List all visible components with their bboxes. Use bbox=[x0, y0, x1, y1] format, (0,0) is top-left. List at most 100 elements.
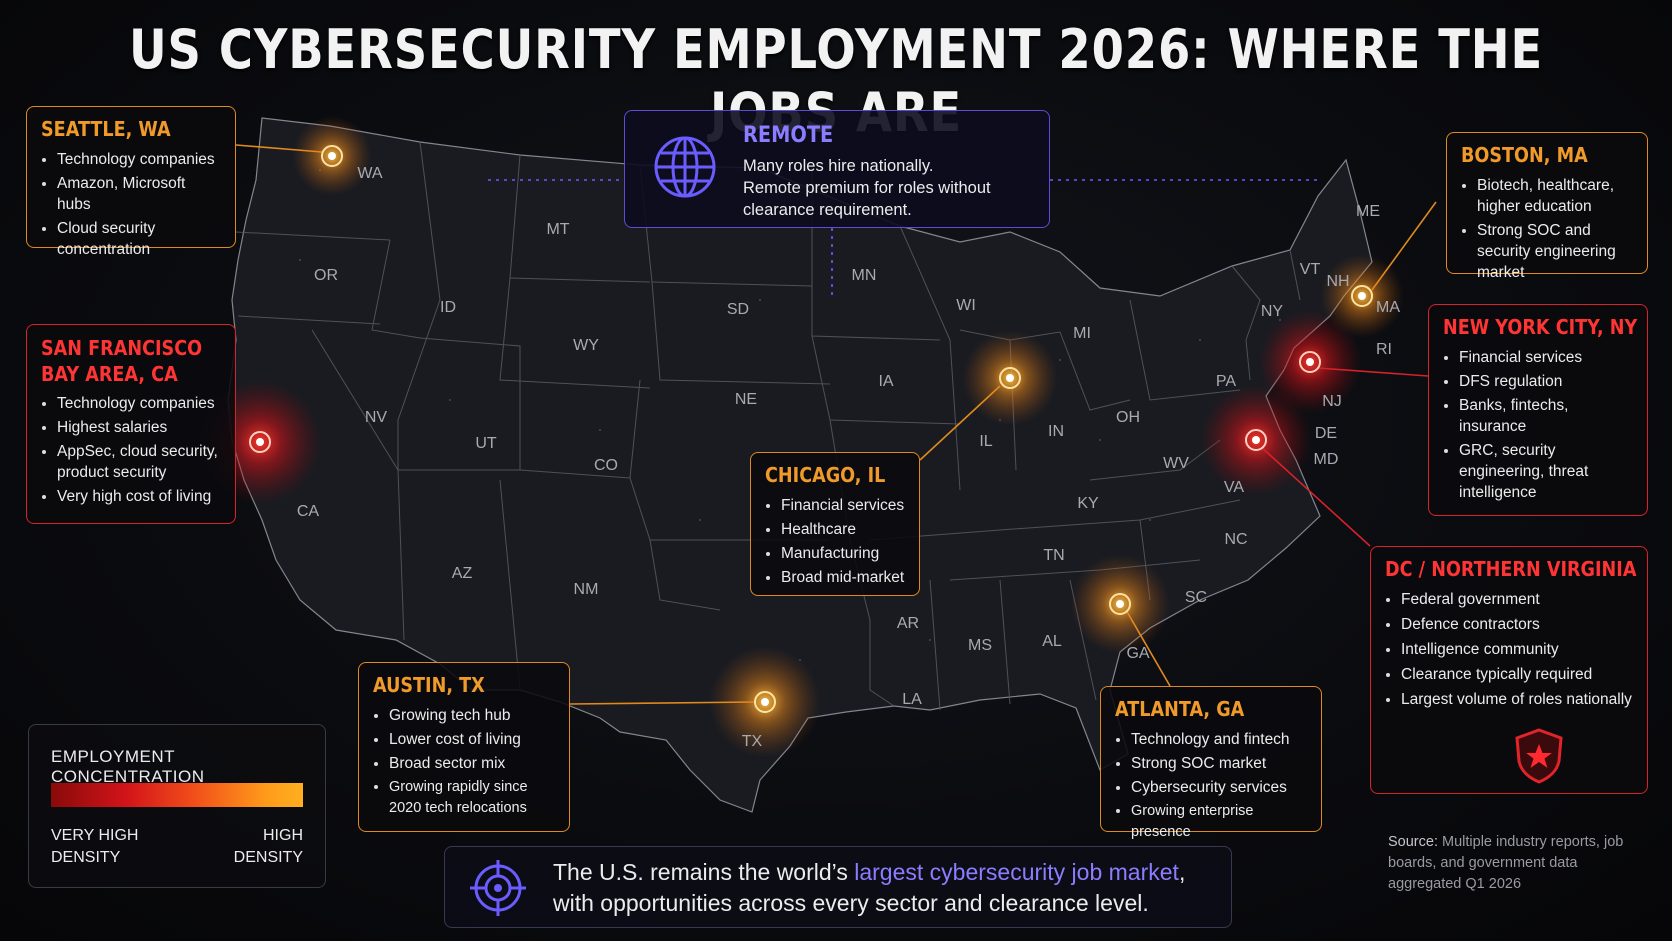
state-label-me: ME bbox=[1356, 203, 1380, 220]
hub-item: Growing rapidly since 2020 tech relocati… bbox=[389, 777, 555, 819]
hub-item: Growing tech hub bbox=[389, 705, 555, 726]
hub-item: Largest volume of roles nationally bbox=[1401, 689, 1633, 710]
state-label-ga: GA bbox=[1126, 645, 1149, 662]
source-note: Source: Multiple industry reports, job b… bbox=[1388, 832, 1648, 895]
state-label-wy: WY bbox=[573, 337, 599, 354]
state-label-il: IL bbox=[979, 433, 992, 450]
remote-line: clearance requirement. bbox=[743, 201, 912, 219]
hub-item: Technology companies bbox=[57, 149, 221, 170]
hub-item: Banks, fintechs, insurance bbox=[1459, 395, 1633, 437]
state-label-ca: CA bbox=[297, 503, 320, 520]
hub-markers bbox=[249, 145, 1373, 713]
hub-item: Cybersecurity services bbox=[1131, 777, 1307, 798]
hub-title: SEATTLE, WA bbox=[41, 117, 171, 141]
hub-item: Lower cost of living bbox=[389, 729, 555, 750]
hub-title: DC / NORTHERN VIRGINIA bbox=[1385, 557, 1637, 581]
marker-boston bbox=[1351, 285, 1373, 307]
state-label-de: DE bbox=[1315, 425, 1337, 442]
state-label-ri: RI bbox=[1376, 341, 1392, 358]
state-label-wi: WI bbox=[956, 297, 976, 314]
banner-text: The U.S. remains the world’s largest cyb… bbox=[553, 857, 1185, 919]
hub-item: Financial services bbox=[1459, 347, 1633, 368]
state-label-va: VA bbox=[1224, 479, 1244, 496]
hub-title: NEW YORK CITY, NY bbox=[1443, 315, 1638, 339]
state-label-ny: NY bbox=[1261, 303, 1284, 320]
state-label-mi: MI bbox=[1073, 325, 1091, 342]
legend-left-line: DENSITY bbox=[51, 849, 121, 866]
state-label-pa: PA bbox=[1216, 373, 1236, 390]
state-label-id: ID bbox=[440, 299, 456, 316]
remote-text: Many roles hire nationally. Remote premi… bbox=[743, 155, 1033, 221]
marker-austin bbox=[754, 691, 776, 713]
legend-right-line: DENSITY bbox=[233, 849, 303, 866]
hub-title-line: SAN FRANCISCO bbox=[41, 336, 203, 360]
remote-line: Remote premium for roles without bbox=[743, 179, 991, 197]
source-label: Source: bbox=[1388, 834, 1438, 850]
hub-item: Clearance typically required bbox=[1401, 664, 1633, 685]
hub-item: Biotech, healthcare, higher education bbox=[1477, 175, 1633, 217]
banner-line2: with opportunities across every sector a… bbox=[553, 890, 1149, 916]
hub-item: DFS regulation bbox=[1459, 371, 1633, 392]
state-label-md: MD bbox=[1314, 451, 1339, 468]
hub-card-austin: AUSTIN, TX Growing tech hub Lower cost o… bbox=[358, 662, 570, 832]
hub-item: Financial services bbox=[781, 495, 905, 516]
state-label-or: OR bbox=[314, 267, 338, 284]
hub-item: Growing enterprise presence bbox=[1131, 801, 1307, 843]
hub-item: Broad mid-market bbox=[781, 567, 905, 588]
state-label-la: LA bbox=[902, 691, 922, 708]
legend-right-label: HIGH DENSITY bbox=[234, 825, 303, 869]
marker-nyc bbox=[1299, 351, 1321, 373]
state-label-nj: NJ bbox=[1322, 393, 1342, 410]
state-label-ma: MA bbox=[1376, 299, 1400, 316]
state-labels: WA OR ID CA NV MT WY UT AZ CO NM SD NE M… bbox=[297, 165, 1400, 750]
hub-title: BOSTON, MA bbox=[1461, 143, 1588, 167]
hub-item: Manufacturing bbox=[781, 543, 905, 564]
legend-right-line: HIGH bbox=[263, 827, 303, 844]
state-label-ne: NE bbox=[735, 391, 757, 408]
state-label-nv: NV bbox=[365, 409, 388, 426]
legend-gradient-bar bbox=[51, 783, 303, 807]
hub-item: Highest salaries bbox=[57, 417, 221, 438]
state-label-ms: MS bbox=[968, 637, 992, 654]
remote-title: REMOTE bbox=[743, 123, 834, 148]
state-label-nm: NM bbox=[574, 581, 599, 598]
connectors bbox=[235, 144, 1437, 705]
hub-item: AppSec, cloud security, product security bbox=[57, 441, 221, 483]
marker-chicago bbox=[999, 367, 1021, 389]
hub-item: Broad sector mix bbox=[389, 753, 555, 774]
hub-item: Strong SOC market bbox=[1131, 753, 1307, 774]
marker-seattle bbox=[321, 145, 343, 167]
source-body: Multiple industry reports, job boards, a… bbox=[1388, 834, 1624, 892]
legend: EMPLOYMENT CONCENTRATION VERY HIGH DENSI… bbox=[28, 724, 326, 888]
hub-title: CHICAGO, IL bbox=[765, 463, 886, 487]
shield-star-icon bbox=[1515, 728, 1563, 784]
hub-item: Amazon, Microsoft hubs bbox=[57, 173, 221, 215]
hub-item: Defence contractors bbox=[1401, 614, 1633, 635]
hub-title: SAN FRANCISCO BAY AREA, CA bbox=[41, 335, 203, 387]
state-label-ar: AR bbox=[897, 615, 919, 632]
remote-card: REMOTE Many roles hire nationally. Remot… bbox=[624, 110, 1050, 228]
hub-card-boston: BOSTON, MA Biotech, healthcare, higher e… bbox=[1446, 132, 1648, 281]
hub-item: Intelligence community bbox=[1401, 639, 1633, 660]
hub-item: Cloud security concentration bbox=[57, 218, 221, 260]
legend-left-label: VERY HIGH DENSITY bbox=[51, 825, 138, 869]
hub-title-line: BAY AREA, CA bbox=[41, 362, 178, 386]
marker-atlanta bbox=[1109, 593, 1131, 615]
legend-title: EMPLOYMENT CONCENTRATION bbox=[51, 747, 205, 786]
target-icon bbox=[470, 860, 526, 916]
state-label-sd: SD bbox=[727, 301, 749, 318]
hub-item: Strong SOC and security engineering mark… bbox=[1477, 220, 1633, 283]
state-label-wa: WA bbox=[357, 165, 383, 182]
hub-card-seattle: SEATTLE, WA Technology companies Amazon,… bbox=[26, 106, 236, 258]
hub-card-sf: SAN FRANCISCO BAY AREA, CA Technology co… bbox=[26, 324, 236, 524]
state-label-vt: VT bbox=[1300, 261, 1321, 278]
marker-sf bbox=[249, 431, 271, 453]
state-label-oh: OH bbox=[1116, 409, 1140, 426]
state-label-ky: KY bbox=[1077, 495, 1099, 512]
marker-dc bbox=[1245, 429, 1267, 451]
hub-card-nyc: NEW YORK CITY, NY Financial services DFS… bbox=[1428, 304, 1648, 516]
state-label-sc: SC bbox=[1185, 589, 1207, 606]
state-label-wv: WV bbox=[1163, 455, 1189, 472]
state-label-nh: NH bbox=[1326, 273, 1349, 290]
hub-card-dc: DC / NORTHERN VIRGINIA Federal governmen… bbox=[1370, 546, 1648, 794]
